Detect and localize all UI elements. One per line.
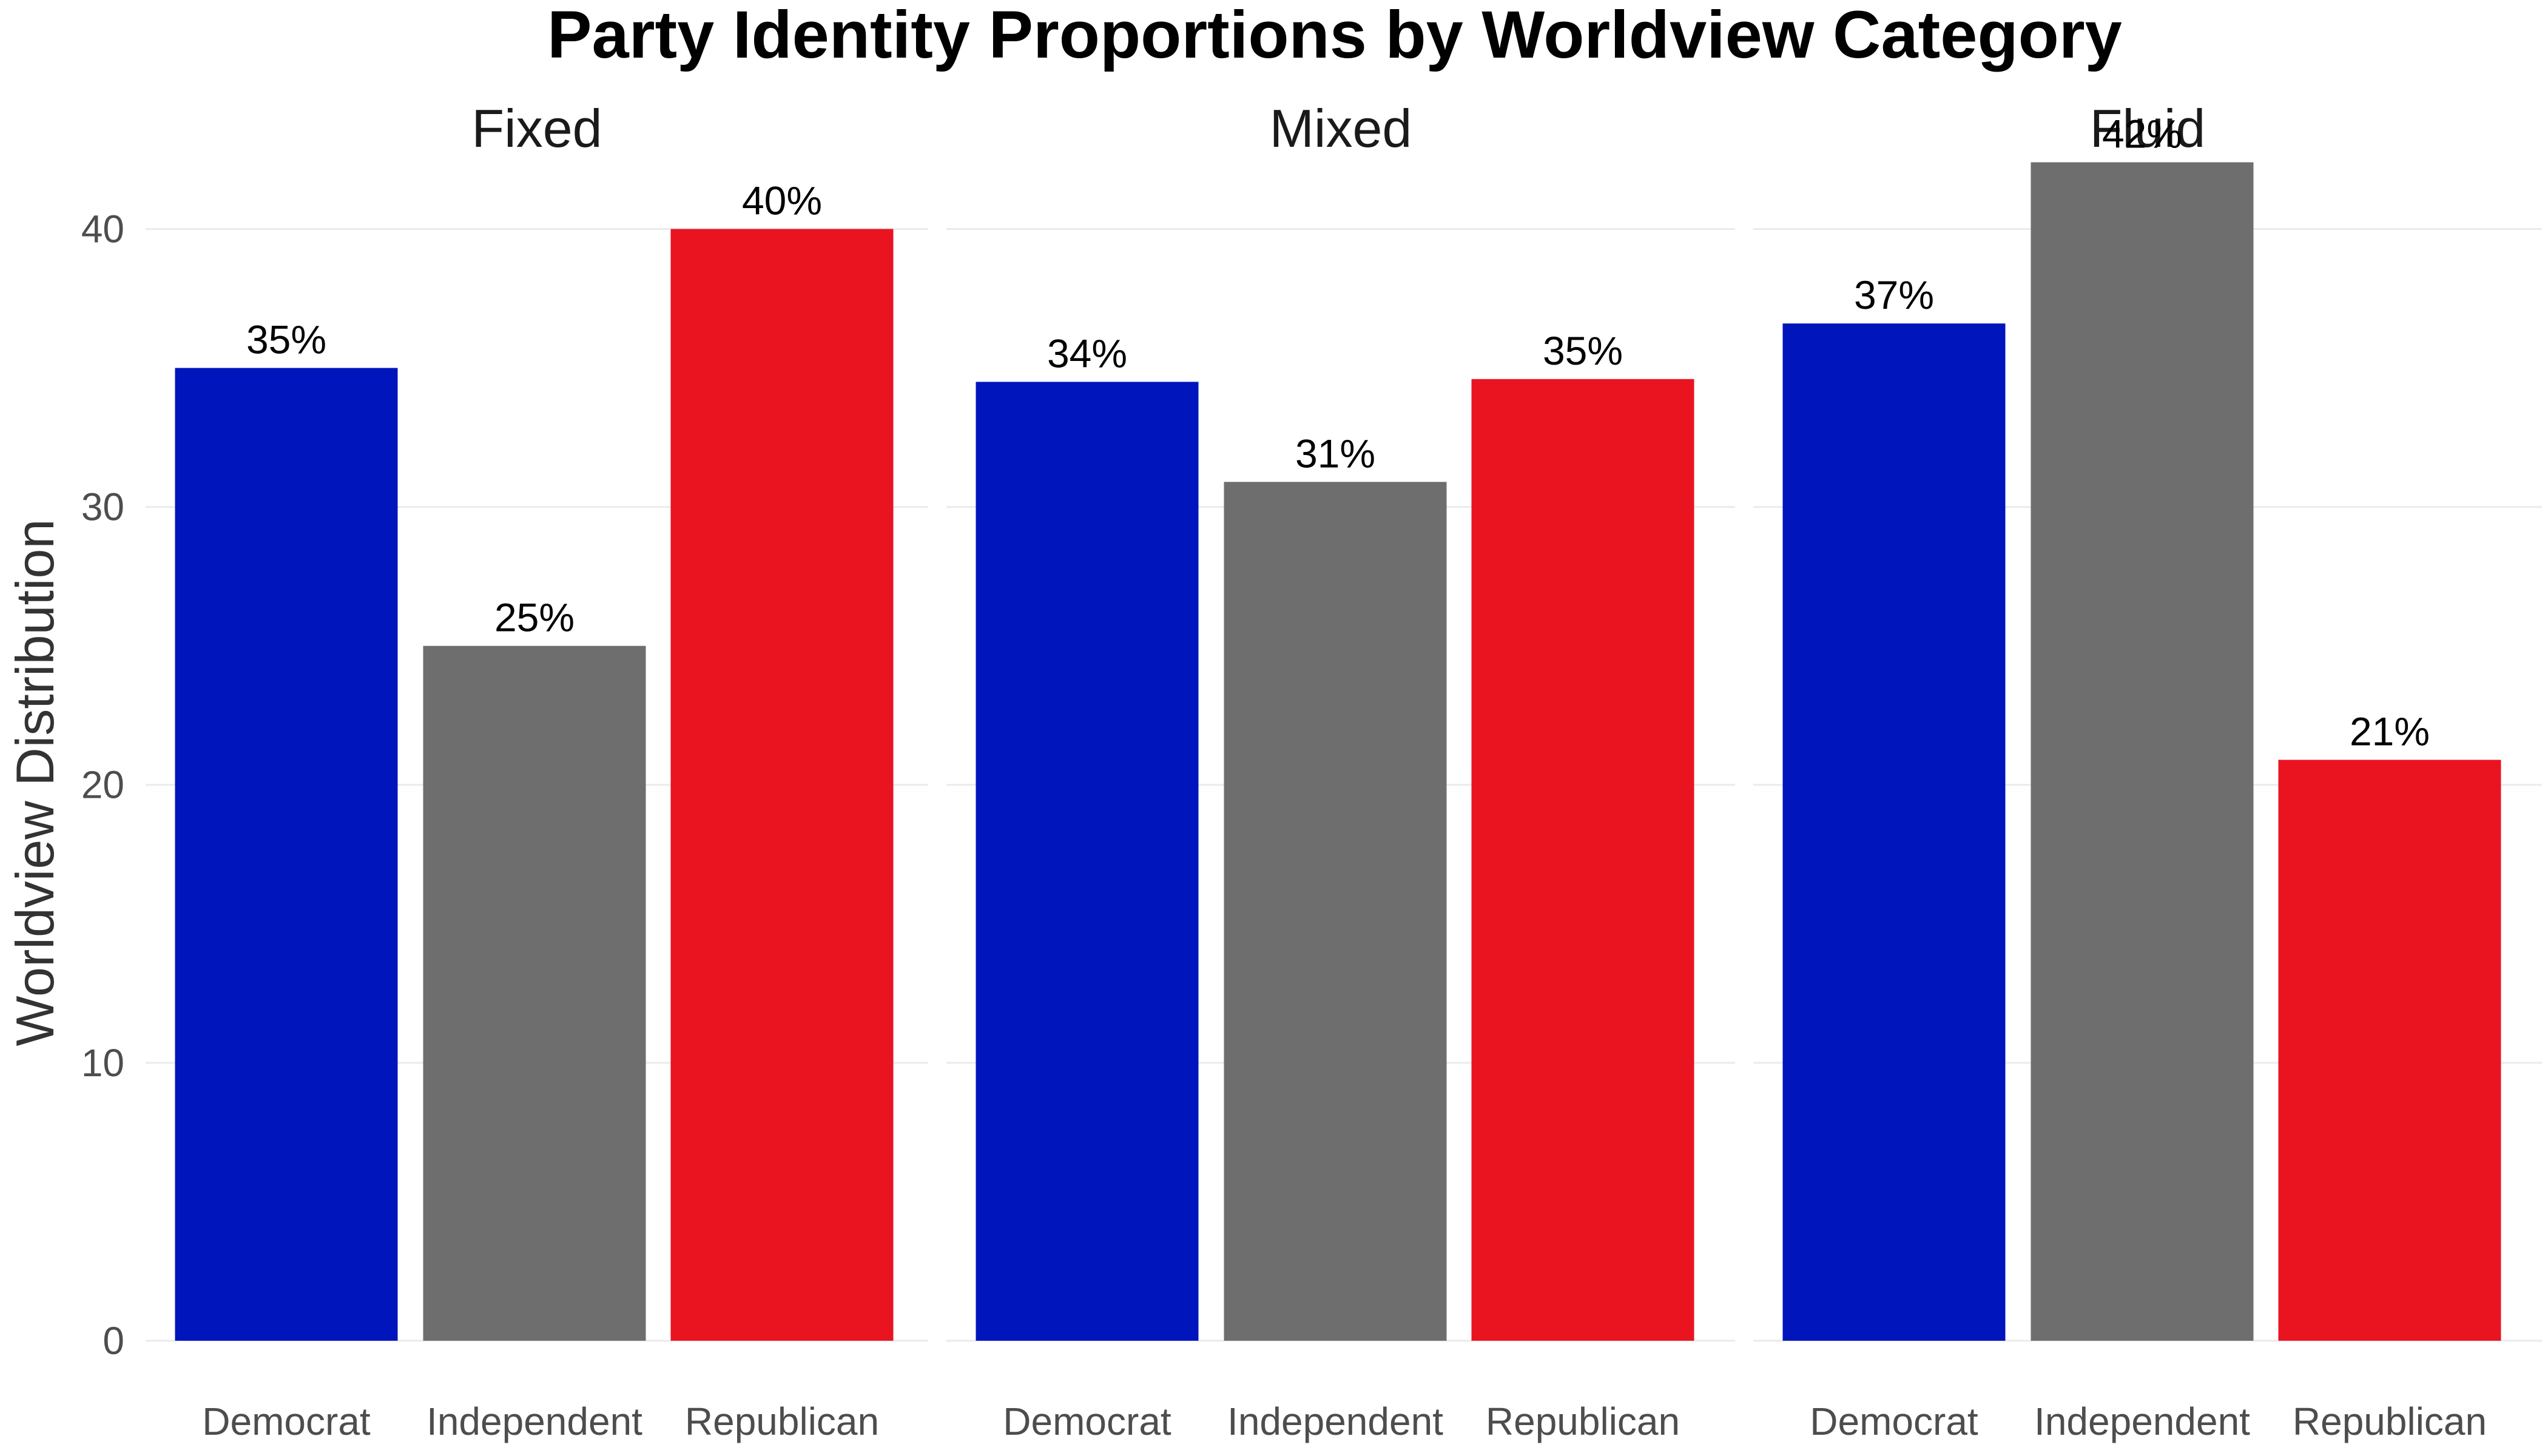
y-tick-label: 30 [81,485,124,529]
bar-value-label: 25% [494,595,575,640]
x-tick-label: Democrat [1003,1400,1171,1443]
facet-panel-fixed: Fixed 35% Democrat 25% Independent 40% Republi… [146,98,928,1443]
bar-democrat [1782,323,2006,1341]
bar-democrat [175,368,398,1341]
y-tick-label: 0 [103,1319,124,1363]
bar-republican [670,229,894,1341]
bar-value-label: 34% [1047,331,1127,376]
bar-republican [2278,760,2501,1341]
facet-label: Mixed [1270,98,1412,158]
x-tick-label: Independent [426,1400,642,1443]
bar-value-label: 37% [1854,272,1934,317]
bar-value-label: 42% [2102,111,2182,156]
x-tick-label: Democrat [1810,1400,1978,1443]
bar-republican [1471,379,1694,1341]
y-tick-label: 40 [81,207,124,251]
facet-panel-fluid: Fluid 37% Democrat 42% Independent 21% Republi… [1753,98,2542,1443]
x-tick-label: Democrat [202,1400,371,1443]
chart-title: Party Identity Proportions by Worldview … [547,0,2122,72]
x-tick-label: Republican [2293,1400,2487,1443]
bar-independent [2031,162,2254,1341]
bar-independent [423,645,646,1341]
bar-independent [1224,482,1447,1341]
x-tick-label: Republican [1486,1400,1680,1443]
facet-label: Fixed [471,98,602,158]
bar-value-label: 31% [1295,431,1375,476]
bar-value-label: 21% [2350,709,2430,753]
y-tick-label: 20 [81,763,124,807]
plot-layer: 0 10 20 30 40 Fixed 35% Democrat 25% Independent 4… [81,98,2542,1443]
facet-panel-mixed: Mixed 34% Democrat 31% Independent 35% Republi… [946,98,1735,1443]
bar-value-label: 40% [742,178,822,223]
bar-democrat [976,382,1199,1341]
x-tick-label: Independent [1227,1400,1443,1443]
bar-value-label: 35% [246,317,326,362]
facet-label: Fluid [2090,98,2206,158]
x-tick-label: Independent [2034,1400,2250,1443]
x-tick-label: Republican [685,1400,879,1443]
y-axis-label: Worldview Distribution [5,519,65,1046]
bar-value-label: 35% [1543,328,1623,373]
y-tick-label: 10 [81,1041,124,1085]
